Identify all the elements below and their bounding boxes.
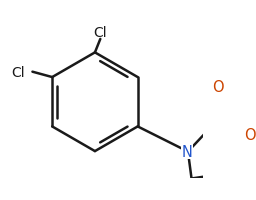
Text: Cl: Cl — [12, 65, 25, 79]
Text: O: O — [244, 127, 256, 142]
Text: N: N — [182, 144, 193, 159]
Text: Cl: Cl — [93, 26, 107, 40]
Text: O: O — [212, 80, 223, 95]
